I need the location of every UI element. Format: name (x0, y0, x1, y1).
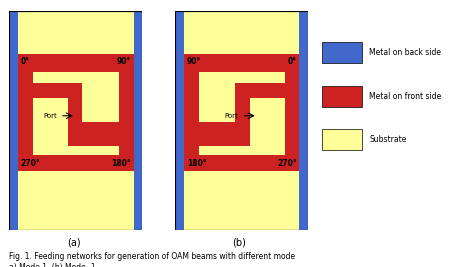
Bar (18, 83, 82, 98)
Bar (18, 54, 134, 72)
Bar (184, 54, 300, 72)
Bar (68, 122, 134, 146)
Bar (119, 72, 134, 138)
Bar (322, 86, 362, 107)
Text: Port: Port (224, 113, 238, 119)
Text: 270°: 270° (277, 159, 297, 168)
Text: Fig. 1. Feeding networks for generation of OAM beams with different mode: Fig. 1. Feeding networks for generation … (9, 252, 296, 261)
Text: 270°: 270° (21, 159, 40, 168)
Text: 180°: 180° (187, 159, 206, 168)
Bar (184, 155, 300, 171)
Bar (134, 11, 142, 230)
Text: Metal on front side: Metal on front side (369, 92, 441, 101)
Text: 90°: 90° (187, 57, 201, 66)
Bar (285, 72, 300, 171)
Bar (175, 11, 184, 230)
Bar (18, 155, 134, 171)
Text: 90°: 90° (117, 57, 131, 66)
Text: 0°: 0° (21, 57, 30, 66)
Text: Port: Port (44, 113, 57, 119)
Bar (184, 146, 199, 155)
Bar (235, 98, 250, 146)
Bar (322, 129, 362, 150)
Text: Metal on back side: Metal on back side (369, 48, 441, 57)
Bar (68, 98, 82, 146)
Text: (b): (b) (232, 238, 246, 248)
Text: a) Mode 1, (b) Mode -1: a) Mode 1, (b) Mode -1 (9, 263, 96, 267)
Text: 180°: 180° (111, 159, 131, 168)
Bar (18, 72, 33, 171)
Bar (119, 146, 134, 155)
Bar (235, 83, 300, 98)
Bar (322, 42, 362, 63)
Bar (184, 122, 250, 146)
Bar (184, 72, 199, 138)
Bar (9, 11, 18, 230)
Bar (300, 11, 308, 230)
Text: Substrate: Substrate (369, 135, 407, 144)
Text: 0°: 0° (288, 57, 297, 66)
Text: (a): (a) (67, 238, 80, 248)
